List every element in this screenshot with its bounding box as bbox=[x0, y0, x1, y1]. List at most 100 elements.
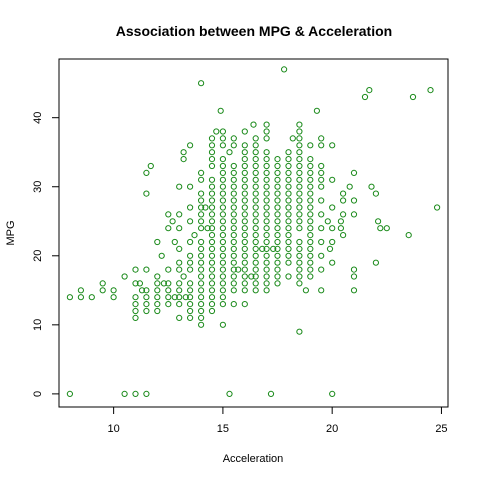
data-point bbox=[219, 273, 226, 280]
data-point bbox=[270, 245, 277, 252]
data-point bbox=[230, 190, 237, 197]
data-point bbox=[274, 232, 281, 239]
data-point bbox=[198, 287, 205, 294]
data-point bbox=[350, 273, 358, 280]
data-point bbox=[263, 218, 270, 225]
data-point bbox=[187, 142, 194, 149]
data-point bbox=[165, 211, 172, 218]
data-point bbox=[307, 169, 314, 176]
data-point bbox=[250, 121, 257, 128]
data-point bbox=[263, 128, 270, 135]
data-point bbox=[285, 259, 292, 266]
data-point bbox=[208, 307, 216, 315]
data-point bbox=[263, 280, 270, 287]
data-point bbox=[307, 225, 314, 232]
data-point bbox=[198, 252, 205, 259]
data-point bbox=[143, 169, 150, 176]
y-tick-label: 20 bbox=[32, 250, 44, 262]
data-point bbox=[263, 162, 270, 170]
data-point bbox=[208, 135, 216, 142]
data-point bbox=[230, 232, 237, 239]
data-point bbox=[191, 232, 198, 239]
data-point bbox=[198, 259, 205, 266]
data-point bbox=[230, 280, 237, 287]
data-point bbox=[230, 211, 237, 218]
data-point bbox=[329, 204, 336, 211]
data-point bbox=[219, 142, 226, 149]
data-point bbox=[208, 204, 216, 211]
data-point bbox=[329, 176, 336, 183]
data-point bbox=[340, 197, 347, 204]
data-point bbox=[263, 232, 270, 239]
data-point bbox=[274, 218, 281, 225]
data-point bbox=[208, 280, 216, 287]
data-point bbox=[208, 232, 216, 239]
data-point bbox=[340, 190, 347, 197]
data-point bbox=[307, 190, 314, 197]
data-point bbox=[285, 218, 292, 225]
data-point bbox=[143, 190, 150, 197]
data-point bbox=[154, 238, 161, 246]
data-point bbox=[208, 245, 216, 252]
data-point bbox=[154, 287, 161, 294]
data-point bbox=[230, 252, 237, 259]
data-point bbox=[198, 301, 205, 308]
data-point bbox=[198, 211, 205, 218]
data-point bbox=[187, 301, 194, 308]
data-point bbox=[285, 225, 292, 232]
data-point bbox=[187, 218, 194, 225]
data-point bbox=[198, 321, 205, 328]
data-point bbox=[252, 176, 259, 183]
data-point bbox=[285, 190, 292, 197]
data-point bbox=[252, 238, 259, 246]
data-point bbox=[241, 218, 248, 225]
data-point bbox=[198, 273, 205, 280]
data-point bbox=[296, 135, 303, 142]
data-point bbox=[241, 259, 248, 266]
data-point bbox=[263, 245, 270, 252]
x-tick-label: 25 bbox=[435, 423, 447, 435]
data-point bbox=[307, 142, 314, 149]
data-point bbox=[187, 252, 194, 259]
data-point bbox=[427, 87, 434, 94]
data-point bbox=[285, 252, 292, 259]
data-point bbox=[132, 301, 139, 308]
data-point bbox=[176, 183, 183, 190]
data-point bbox=[296, 190, 303, 197]
data-point bbox=[296, 169, 303, 176]
data-point bbox=[121, 273, 128, 280]
data-point bbox=[219, 218, 226, 225]
data-point bbox=[263, 121, 270, 128]
data-point bbox=[143, 294, 150, 301]
data-point bbox=[252, 266, 259, 273]
data-point bbox=[66, 390, 74, 397]
data-point bbox=[204, 225, 211, 232]
data-point bbox=[274, 183, 281, 190]
data-point bbox=[208, 142, 216, 149]
data-point bbox=[346, 183, 353, 190]
data-point bbox=[230, 204, 237, 211]
data-point bbox=[165, 266, 172, 273]
data-point bbox=[307, 183, 314, 190]
data-point bbox=[307, 232, 314, 239]
data-point bbox=[187, 266, 194, 273]
data-point bbox=[219, 162, 226, 170]
data-point bbox=[263, 156, 270, 163]
data-point bbox=[263, 238, 270, 246]
data-point bbox=[263, 259, 270, 266]
data-point bbox=[263, 169, 270, 176]
data-point bbox=[285, 156, 292, 163]
data-point bbox=[230, 162, 237, 170]
data-point bbox=[329, 238, 336, 246]
data-point bbox=[198, 218, 205, 225]
data-point bbox=[99, 280, 106, 287]
data-point bbox=[241, 197, 248, 204]
data-point bbox=[285, 197, 292, 204]
data-point bbox=[296, 245, 303, 252]
data-point bbox=[241, 232, 248, 239]
data-point bbox=[219, 135, 226, 142]
data-point bbox=[241, 142, 248, 149]
data-point bbox=[198, 307, 205, 315]
data-point bbox=[176, 245, 183, 252]
data-point bbox=[252, 232, 259, 239]
